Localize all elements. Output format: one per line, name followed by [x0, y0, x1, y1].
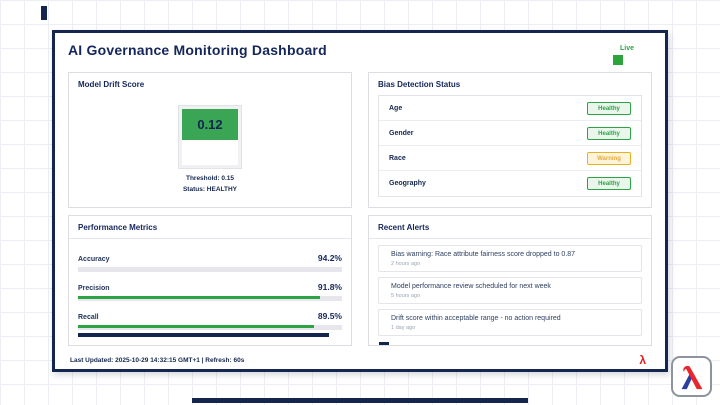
bias-attribute-label: Gender [389, 129, 414, 137]
drift-gauge-frame: 0.12 [178, 105, 242, 169]
metric-name: Recall [78, 314, 99, 321]
metric-name: Accuracy [78, 256, 110, 263]
last-updated-label: Last Updated: 2025-10-29 14:32:15 GMT+1 … [70, 356, 245, 364]
card-footer: Last Updated: 2025-10-29 14:32:15 GMT+1 … [68, 353, 652, 367]
dashboard-header: AI Governance Monitoring Dashboard Live [68, 40, 652, 70]
metric-progressbar [78, 296, 342, 301]
metric-precision: Precision 91.8% [78, 282, 342, 301]
status-badge: Warning [587, 151, 631, 165]
alert-timestamp: 5 hours ago [391, 293, 421, 299]
drift-score-value: 0.12 [197, 116, 223, 132]
cursor-mark [41, 6, 47, 20]
drift-status-label: Status: HEALTHY [182, 185, 238, 193]
panel-title-bias: Bias Detection Status [378, 80, 461, 89]
bias-row-geography: Geography Healthy [379, 171, 641, 196]
drift-gauge-track: 0.12 [182, 109, 238, 165]
lambda-app-badge[interactable] [671, 356, 712, 397]
status-badge: Healthy [587, 177, 631, 190]
panel-title-alerts: Recent Alerts [369, 216, 651, 239]
panel-performance-metrics: Performance Metrics Accuracy 94.2% Preci… [68, 215, 352, 346]
status-badge: Healthy [587, 126, 631, 140]
alert-item[interactable]: Bias warning: Race attribute fairness sc… [378, 245, 642, 272]
alert-timestamp: 1 day ago [391, 325, 416, 331]
metrics-list: Accuracy 94.2% Precision 91.8% [78, 253, 342, 330]
live-indicator: Live [612, 45, 634, 65]
metric-progress-fill [78, 325, 315, 328]
live-status-icon [612, 55, 623, 65]
metric-progress-fill [78, 296, 321, 299]
panel-bias-detection: Bias Detection Status Age Healthy Gender… [368, 72, 652, 208]
performance-navy-bar [78, 333, 329, 337]
page-title: AI Governance Monitoring Dashboard [68, 42, 327, 58]
panel-recent-alerts: Recent Alerts Bias warning: Race attribu… [368, 215, 652, 346]
bias-attribute-label: Race [389, 154, 406, 162]
bias-row-race: Race Warning [379, 146, 641, 171]
lambda-logo-icon [681, 365, 702, 389]
drift-gauge: 0.12 Threshold: 0.15 Status: HEALTHY [78, 105, 342, 195]
bias-row-age: Age Healthy [379, 96, 641, 121]
lambda-icon: λ [639, 353, 646, 367]
metric-value: 94.2% [317, 253, 342, 263]
panel-title-performance: Performance Metrics [69, 216, 351, 239]
metric-value: 89.5% [317, 311, 342, 321]
bottom-taskbar-strip [192, 398, 528, 403]
panel-grid: Model Drift Score 0.12 Threshold: 0.15 S… [68, 72, 652, 346]
metric-name: Precision [78, 285, 110, 292]
metric-progressbar [78, 325, 342, 330]
panel-model-drift: Model Drift Score 0.12 Threshold: 0.15 S… [68, 72, 352, 208]
bias-attribute-label: Geography [389, 180, 426, 187]
bias-row-gender: Gender Healthy [379, 121, 641, 146]
drift-caption: Threshold: 0.15 Status: HEALTHY [183, 174, 237, 195]
alert-item[interactable]: Drift score within acceptable range - no… [378, 309, 642, 336]
drift-gauge-fill: 0.12 [182, 109, 238, 140]
alerts-scroll-marker [379, 342, 389, 345]
drift-threshold-label: Threshold: 0.15 [185, 175, 235, 182]
alert-message: Drift score within acceptable range - no… [391, 315, 561, 322]
alert-message: Model performance review scheduled for n… [391, 283, 551, 290]
metric-recall: Recall 89.5% [78, 311, 342, 330]
metric-progressbar [78, 267, 342, 272]
alert-item[interactable]: Model performance review scheduled for n… [378, 277, 642, 304]
metric-accuracy: Accuracy 94.2% [78, 253, 342, 272]
status-badge: Healthy [587, 101, 631, 115]
metric-value: 91.8% [317, 282, 342, 292]
bias-list: Age Healthy Gender Healthy Race Warning … [378, 95, 642, 197]
dashboard-card: AI Governance Monitoring Dashboard Live … [52, 30, 668, 372]
live-label: Live [619, 45, 634, 52]
alert-timestamp: 2 hours ago [391, 261, 421, 267]
alerts-list: Bias warning: Race attribute fairness sc… [378, 245, 642, 345]
bias-attribute-label: Age [389, 104, 403, 112]
panel-title-drift: Model Drift Score [78, 80, 145, 89]
alert-message: Bias warning: Race attribute fairness sc… [391, 251, 576, 258]
